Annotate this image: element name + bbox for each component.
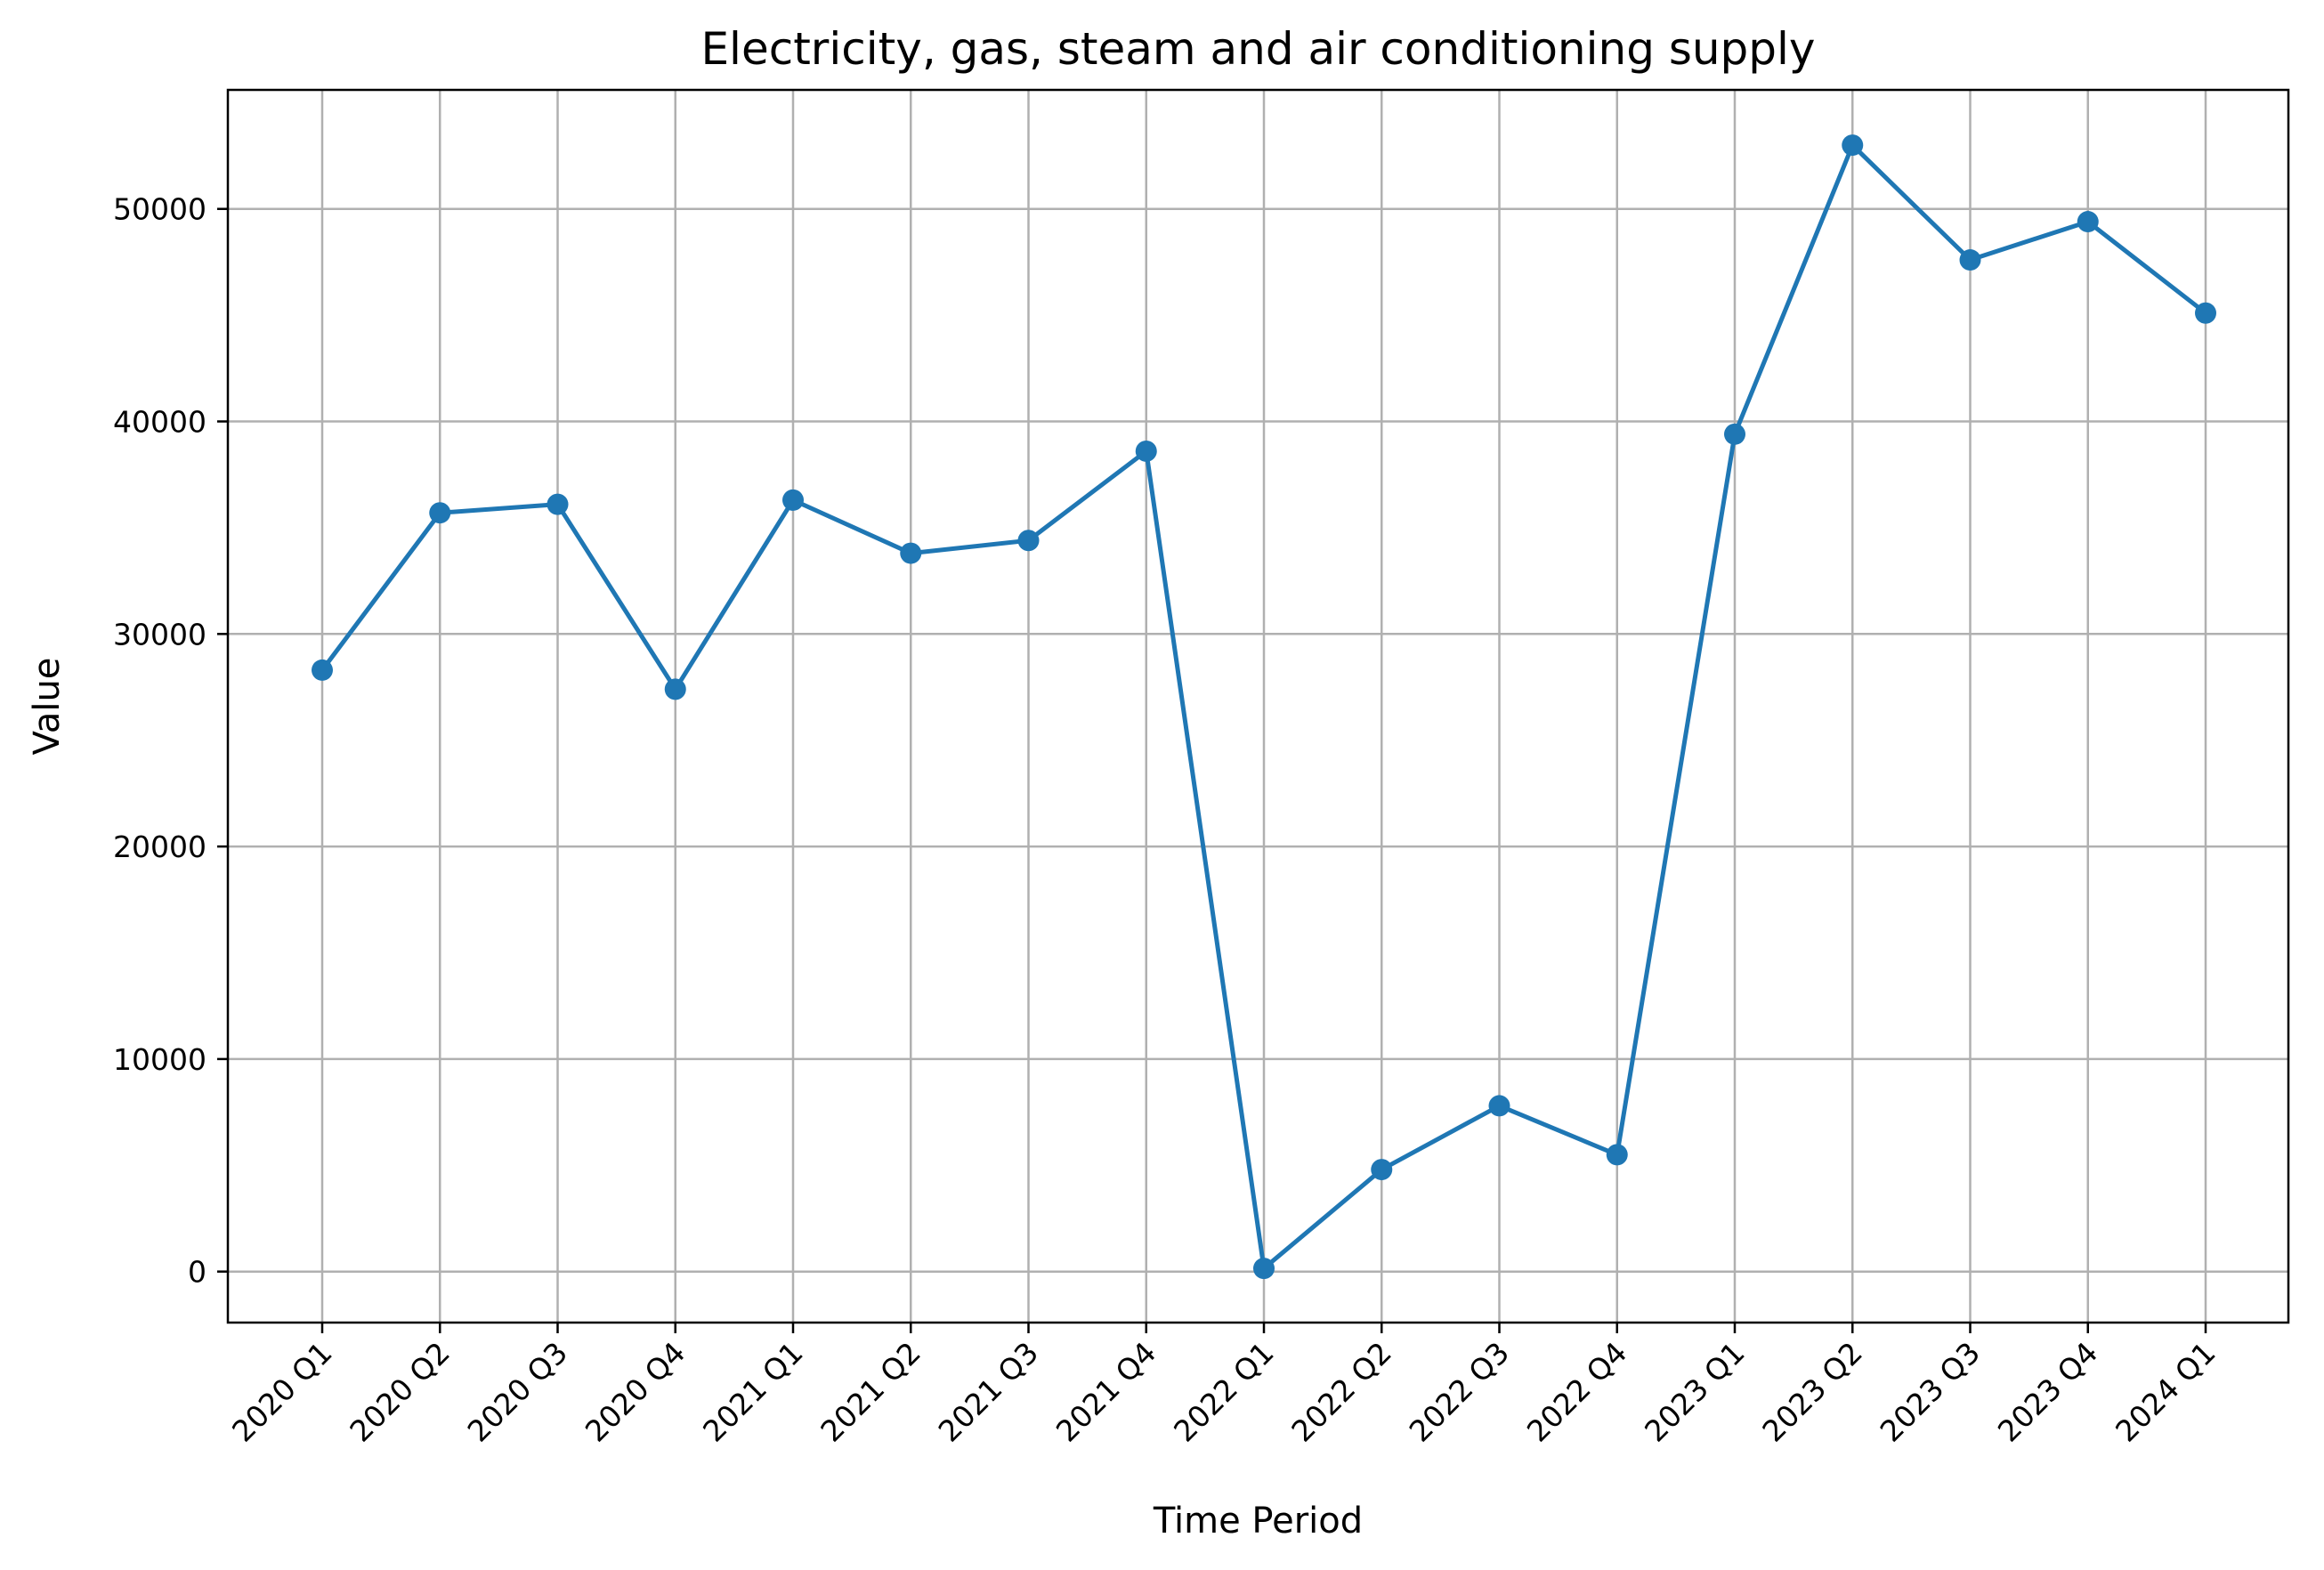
y-tick-label: 20000 xyxy=(113,830,206,864)
data-point-2023-q2 xyxy=(1842,134,1864,157)
data-point-2022-q4 xyxy=(1606,1144,1628,1166)
y-tick-label: 10000 xyxy=(113,1042,206,1077)
data-point-2021-q2 xyxy=(900,542,922,564)
data-point-2020-q4 xyxy=(664,678,686,700)
series-layer xyxy=(312,134,2216,1280)
y-tick-label: 40000 xyxy=(113,405,206,440)
plot-frame xyxy=(226,88,2290,1324)
y-tick-label: 50000 xyxy=(113,192,206,227)
data-point-2022-q2 xyxy=(1371,1159,1393,1181)
data-point-2022-q1 xyxy=(1253,1258,1275,1280)
data-point-2021-q4 xyxy=(1135,440,1157,462)
data-point-2020-q3 xyxy=(547,493,569,515)
y-tick-label: 0 xyxy=(188,1255,206,1290)
data-point-2020-q2 xyxy=(429,502,451,524)
y-tick-label: 30000 xyxy=(113,617,206,651)
data-point-2021-q1 xyxy=(782,489,804,511)
data-point-2021-q3 xyxy=(1017,530,1040,552)
data-point-2020-q1 xyxy=(312,659,333,681)
data-point-2024-q1 xyxy=(2195,302,2216,324)
data-point-2023-q1 xyxy=(1724,423,1745,445)
y-axis-title: Value xyxy=(27,658,68,756)
data-point-2023-q4 xyxy=(2077,211,2099,233)
data-point-2023-q3 xyxy=(1959,249,1981,271)
chart-title: Electricity, gas, steam and air conditio… xyxy=(700,23,1815,75)
data-point-2022-q3 xyxy=(1488,1095,1510,1117)
x-axis-title: Time Period xyxy=(1153,1501,1363,1542)
